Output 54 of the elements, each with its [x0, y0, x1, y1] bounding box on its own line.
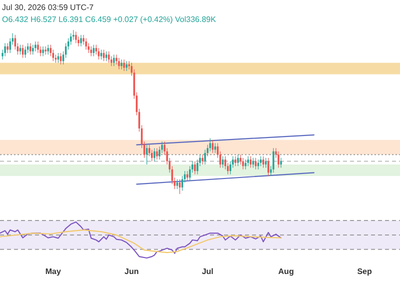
candlestick — [70, 32, 72, 46]
candlestick — [151, 149, 153, 162]
x-tick-label: Jul — [202, 267, 214, 276]
candlestick — [194, 160, 196, 175]
candlestick — [110, 56, 112, 66]
candlestick — [247, 156, 249, 166]
candlestick — [47, 44, 49, 55]
candlestick — [85, 38, 87, 50]
candlestick — [126, 60, 128, 72]
x-tick-label: May — [45, 267, 62, 276]
candlestick — [123, 59, 125, 72]
candlestick — [250, 156, 252, 168]
candlestick — [113, 54, 115, 66]
candlestick — [57, 52, 60, 64]
text: Jul 30, 2026 03:59 UTC-7 — [2, 3, 94, 12]
candlestick — [75, 31, 77, 44]
candlestick — [272, 148, 274, 173]
candlestick — [237, 154, 239, 166]
candlestick — [80, 34, 82, 47]
candlestick — [242, 158, 244, 170]
candlestick — [234, 156, 236, 166]
candlestick — [156, 148, 158, 160]
candlestick — [154, 148, 156, 162]
candlestick — [50, 44, 52, 57]
candlestick — [32, 44, 34, 55]
x-tick-label: Aug — [278, 267, 294, 276]
x-tick-label: Sep — [357, 267, 372, 276]
candlestick — [280, 158, 282, 168]
candlestick — [37, 41, 39, 54]
candlestick — [176, 178, 178, 190]
candlestick — [34, 41, 36, 52]
candlestick — [29, 42, 32, 55]
candlestick — [19, 44, 22, 55]
candlestick — [278, 151, 280, 168]
candlestick — [229, 160, 232, 175]
candlestick — [4, 42, 6, 57]
candlestick — [42, 46, 44, 57]
candlestick — [148, 144, 150, 157]
candlestick — [204, 149, 206, 165]
x-tick-label: Jun — [124, 267, 139, 276]
candlestick — [202, 154, 204, 165]
candlestick — [252, 158, 254, 168]
candlestick — [6, 42, 8, 54]
candlestick — [105, 51, 108, 62]
candlestick — [118, 58, 120, 70]
candlestick — [244, 159, 246, 170]
candlestick — [264, 158, 267, 168]
candlestick — [82, 34, 84, 46]
candlestick — [44, 46, 46, 55]
text: O6.432 H6.527 L6.391 C6.459 +0.027 (+0.42%) Vol336.89K — [2, 15, 217, 24]
candlestick — [260, 156, 262, 166]
candlestick — [120, 59, 122, 70]
candlestick — [90, 46, 92, 57]
candlestick — [9, 38, 12, 54]
